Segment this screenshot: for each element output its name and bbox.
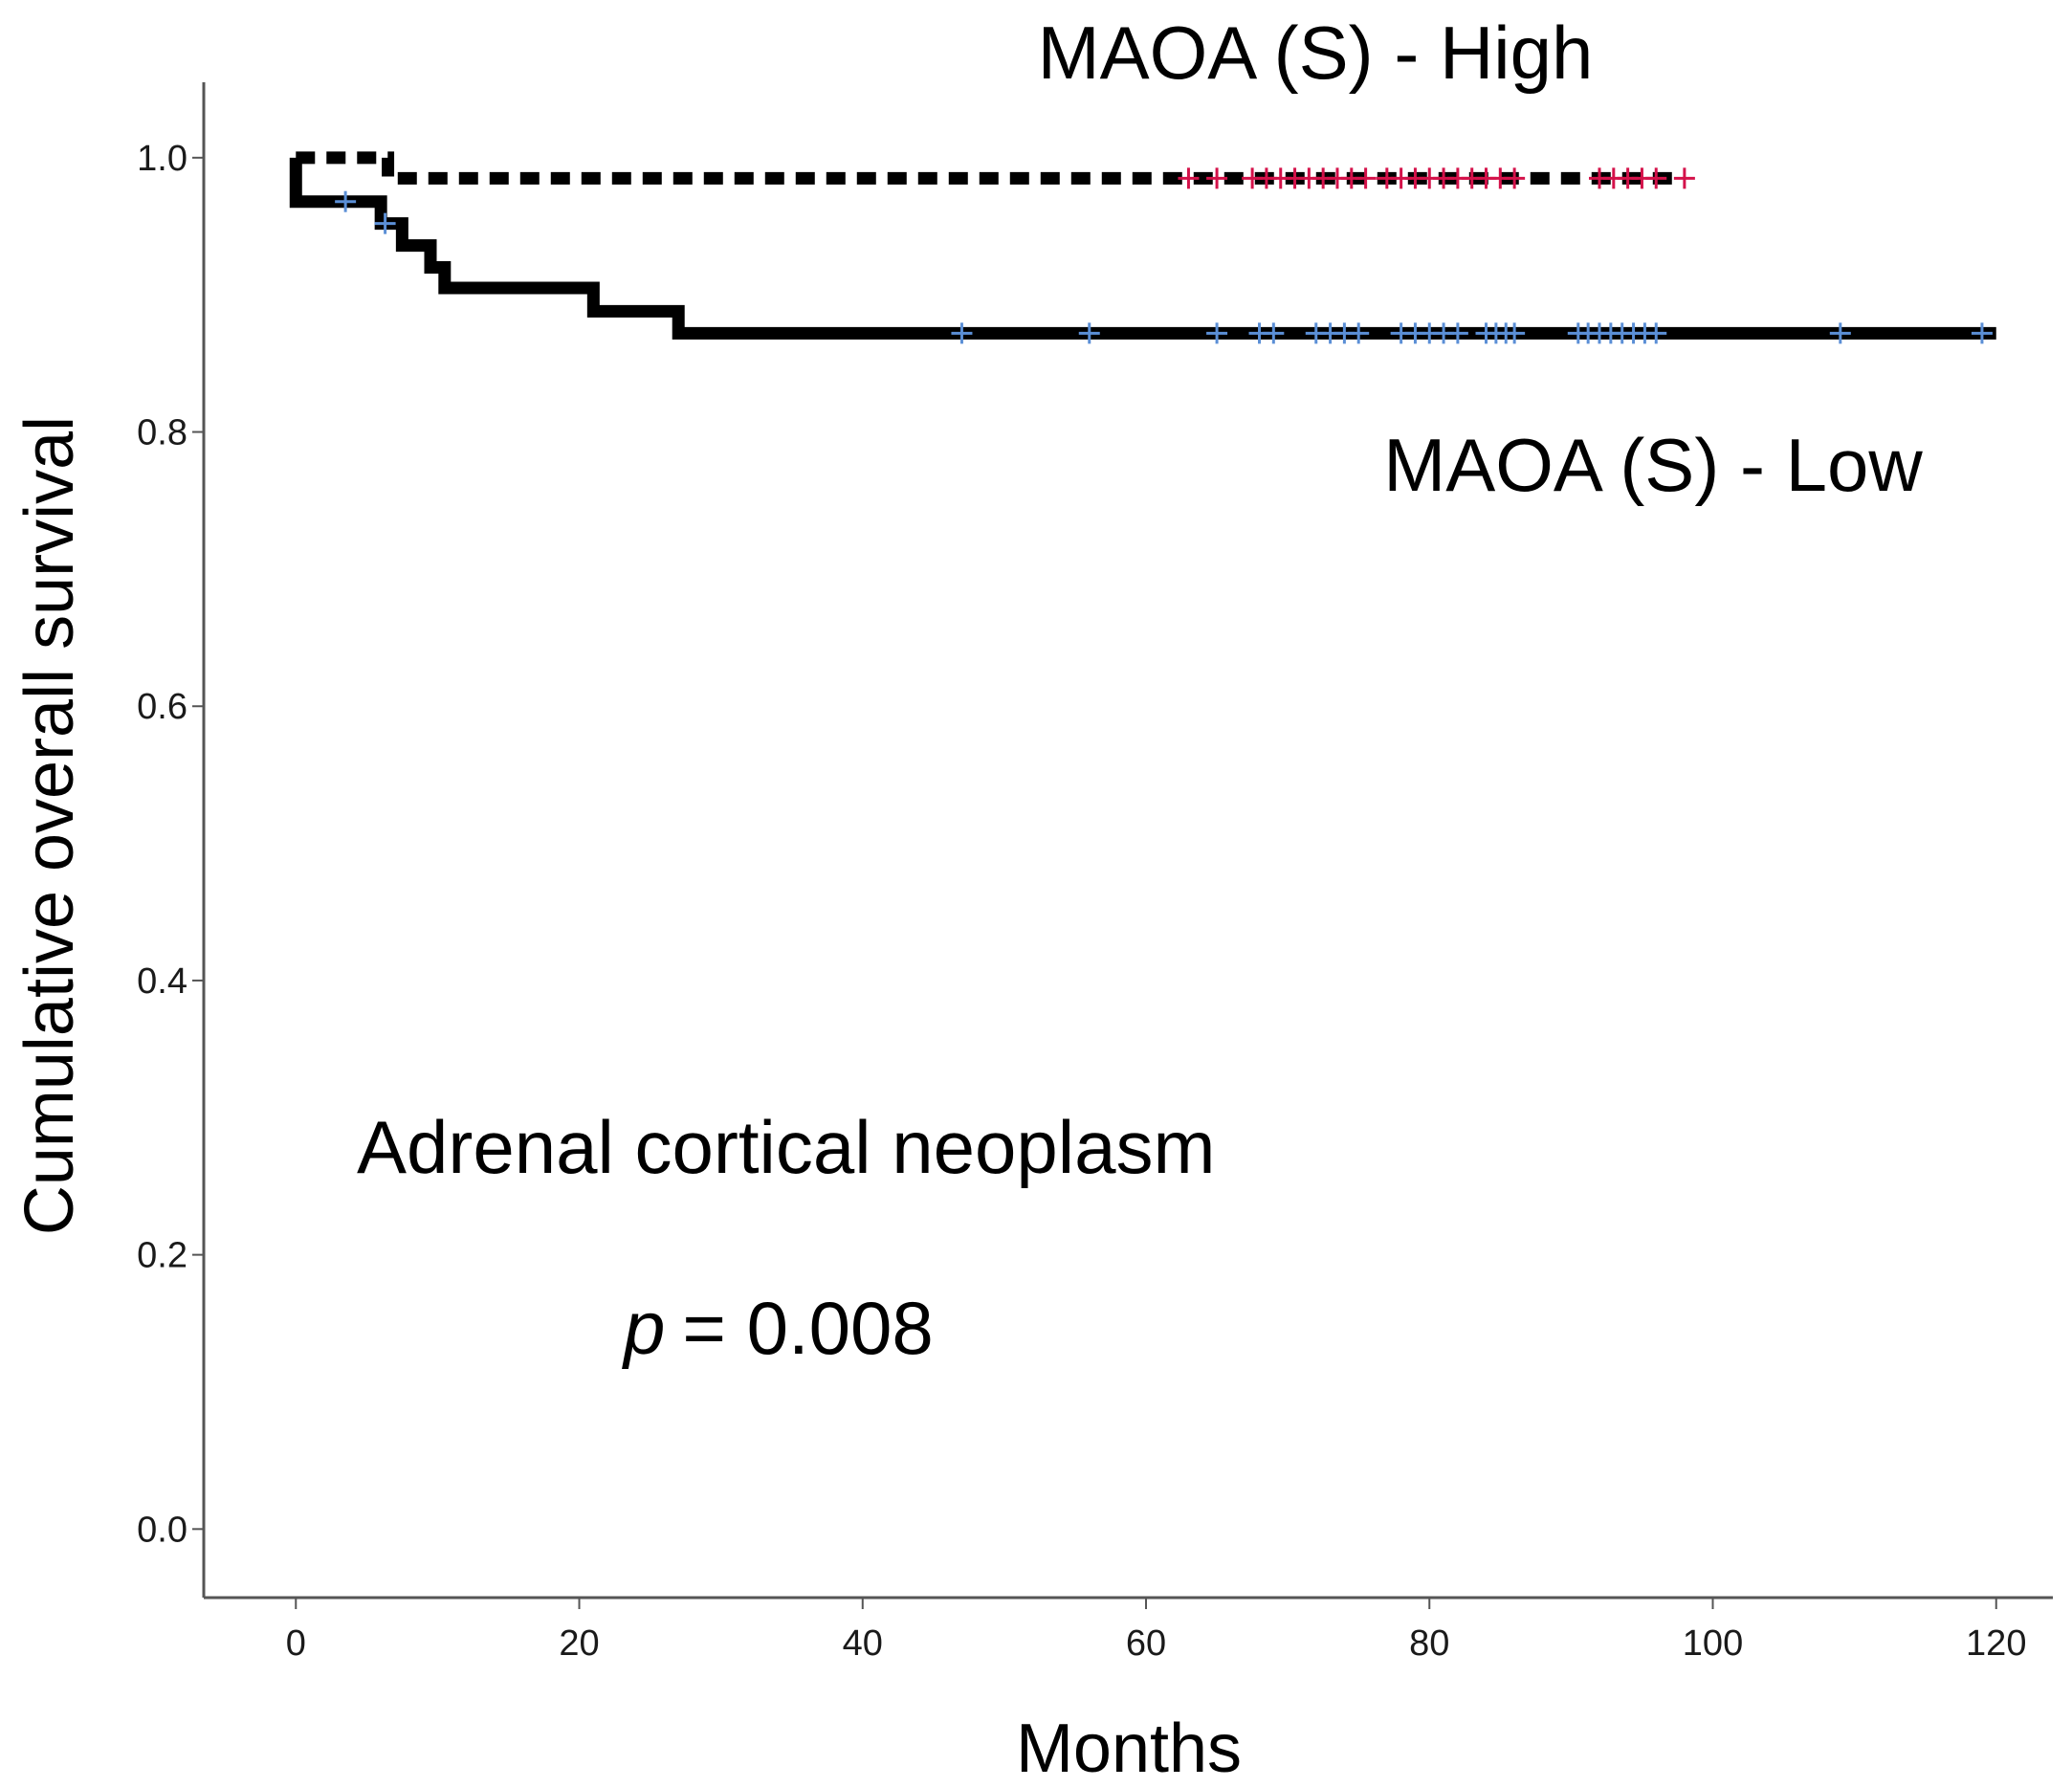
p-value-annotation: p = 0.008 [622,1286,934,1370]
censor-mark-low [374,212,396,234]
censor-mark-high [1645,167,1667,189]
censor-mark-high [1206,167,1228,189]
censor-mark-low [335,190,357,212]
censor-mark-high [1355,167,1377,189]
x-tick-label: 100 [1683,1623,1743,1664]
y-tick-label: 0.6 [137,687,187,727]
censor-mark-high [1504,167,1526,189]
censor-mark-low [1446,322,1468,344]
censor-mark-high [1178,167,1200,189]
censor-mark-high [1673,167,1695,189]
x-axis-title: Months [1016,1711,1242,1787]
x-tick-label: 0 [286,1623,306,1664]
censor-mark-low [1206,322,1228,344]
p-value-text: = 0.008 [682,1286,933,1370]
censor-mark-low [1829,322,1851,344]
censor-mark-low [1078,322,1100,344]
x-tick-label: 80 [1409,1623,1449,1664]
x-tick-label: 120 [1966,1623,2026,1664]
censor-mark-low [1348,322,1370,344]
x-tick-label: 40 [843,1623,883,1664]
y-tick-label: 1.0 [137,139,187,179]
censor-mark-low [1971,322,1993,344]
y-tick-label: 0.0 [137,1510,187,1550]
y-tick-label: 0.2 [137,1236,187,1276]
survival-curves [289,151,1996,340]
series-label-high: MAOA (S) - High [1038,11,1594,95]
y-axis-title: Cumulative overall survival [11,416,88,1235]
x-tick-label: 20 [559,1623,599,1664]
series-label-low: MAOA (S) - Low [1383,423,1923,507]
y-tick-label: 0.4 [137,961,187,1002]
censor-mark-low [1504,322,1526,344]
axes [202,82,2053,1600]
curve-low [289,157,1996,340]
censor-mark-low [1645,322,1667,344]
y-axis-ticks: 0.0 0.2 0.4 0.6 0.8 1.0 [137,139,204,1550]
p-value-symbol: p [622,1286,665,1370]
x-axis-ticks: 0 20 40 60 80 100 120 [286,1598,2026,1664]
y-tick-label: 0.8 [137,413,187,453]
censor-mark-low [951,322,973,344]
censor-mark-low [1263,322,1285,344]
x-tick-label: 60 [1126,1623,1166,1664]
censor-markers [335,167,1993,344]
curve-high [296,151,1685,185]
chart-title: Adrenal cortical neoplasm [357,1105,1215,1189]
